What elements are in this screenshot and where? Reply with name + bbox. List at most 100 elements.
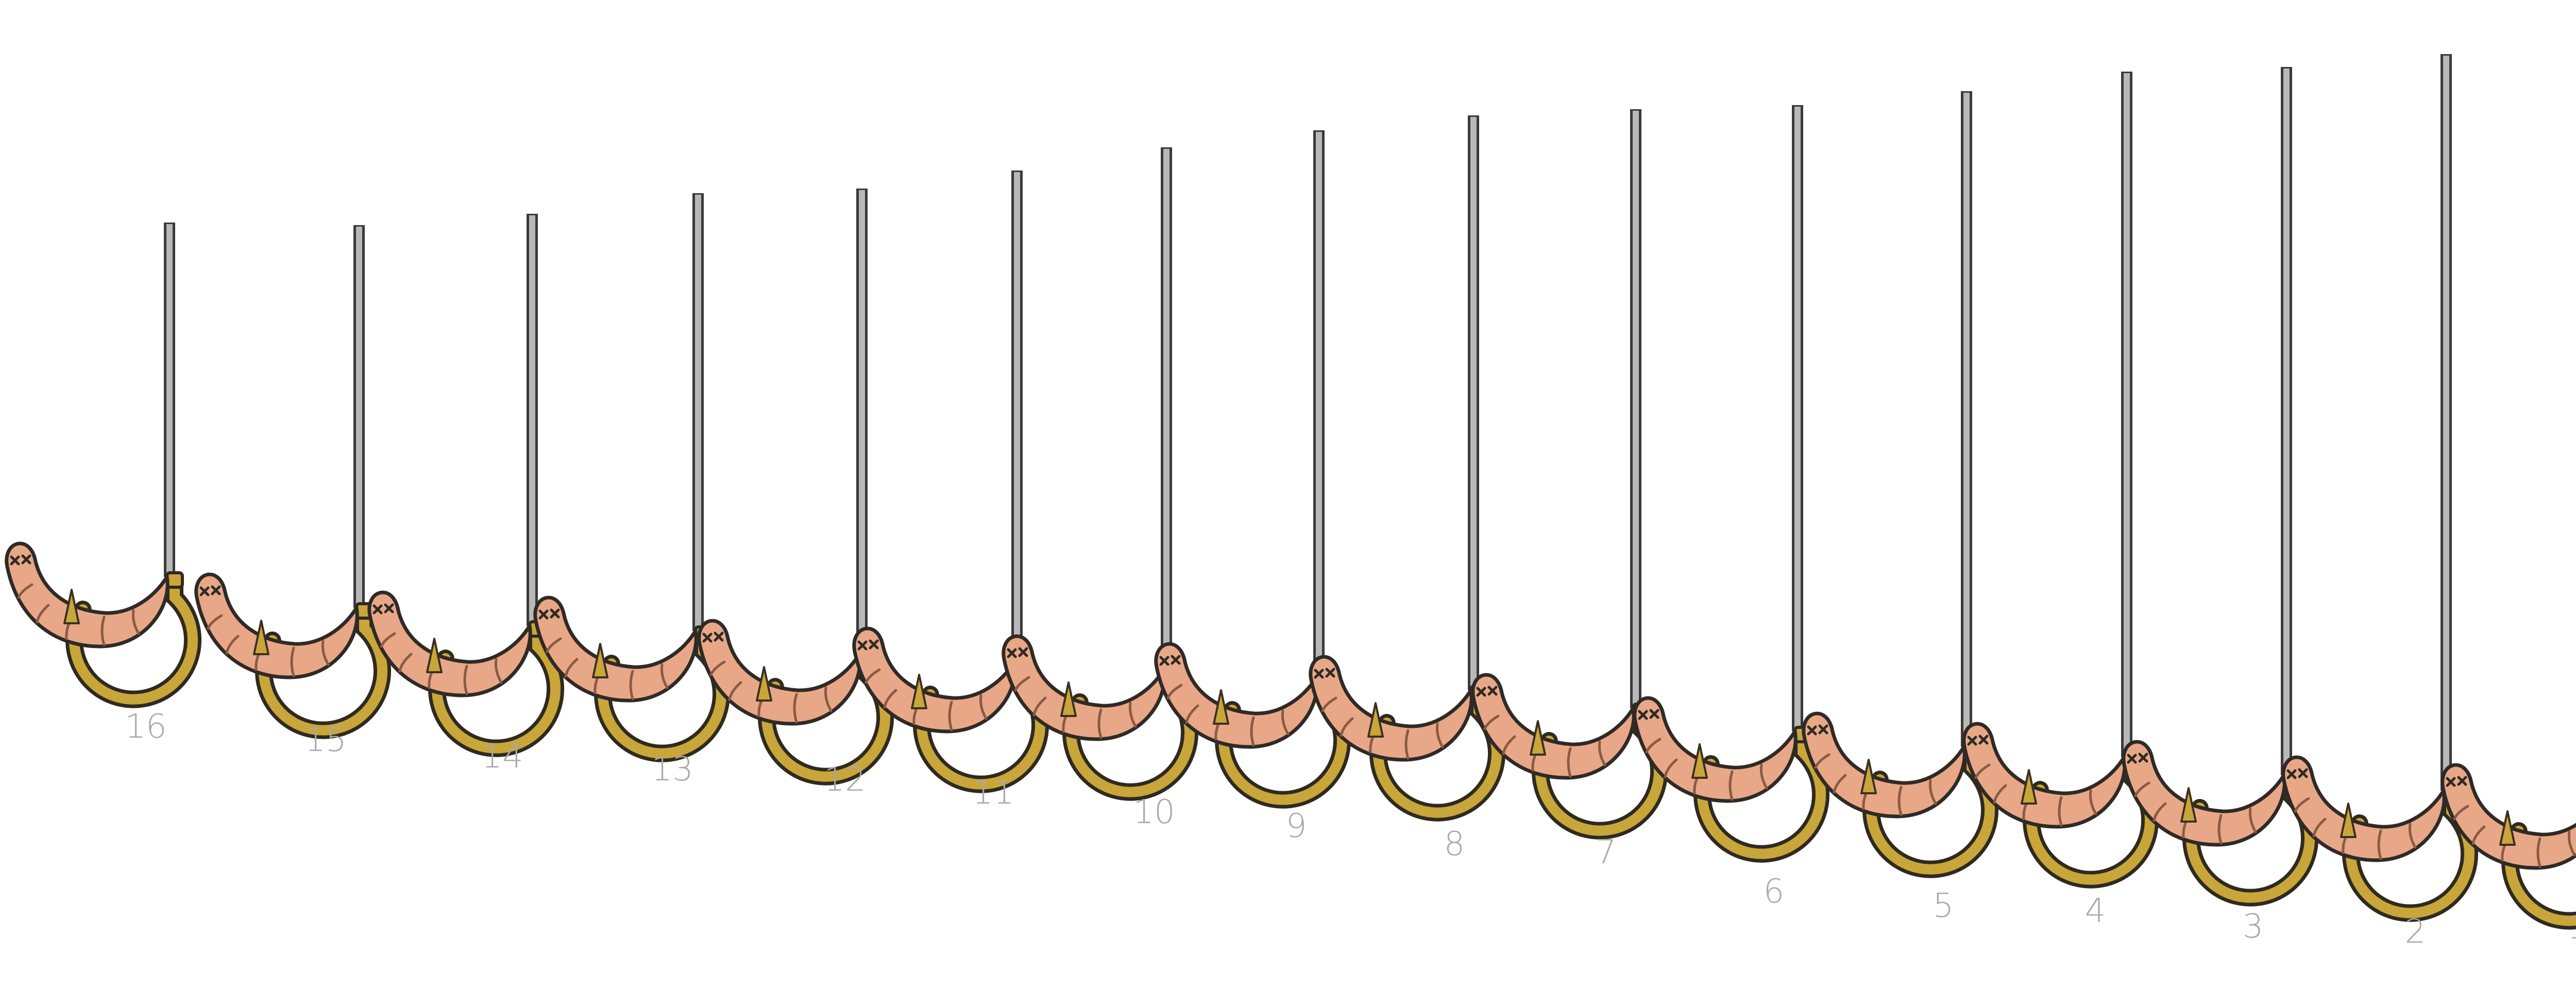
worm-eye	[199, 586, 210, 596]
hook-number-label: 13	[651, 751, 693, 789]
fishing-line-highlight	[1794, 107, 1801, 730]
worm-segment	[2294, 797, 2310, 813]
worm-segment	[495, 658, 503, 684]
worm-eye	[372, 604, 383, 615]
worm-segment	[463, 664, 468, 695]
worm-segment	[398, 653, 413, 673]
worm-segment	[1032, 696, 1047, 717]
worm-segment	[1014, 676, 1030, 692]
worm-eye	[714, 632, 724, 642]
worm-eye	[2127, 754, 2137, 764]
hook-barb	[253, 620, 269, 655]
fishing-line-highlight	[2443, 56, 2449, 789]
hook-14: 14	[367, 214, 565, 776]
worm-segment	[660, 663, 669, 689]
worm-bait	[2122, 740, 2286, 847]
worm-segment	[207, 614, 223, 630]
worm-body	[367, 590, 532, 697]
hook-number-label: 16	[125, 708, 166, 746]
worm-bait	[2281, 755, 2446, 862]
worm-eye	[211, 585, 221, 595]
worm-eye	[1818, 724, 1828, 735]
worm-eye	[702, 633, 713, 643]
fishing-hook-fill	[259, 608, 388, 736]
hook-16: 16	[5, 223, 202, 746]
hook-number-label: 9	[1286, 807, 1307, 845]
worm-bait	[533, 595, 698, 703]
fishing-hook-fill	[432, 626, 561, 754]
worm-segment	[225, 635, 240, 655]
fishing-line-highlight	[529, 215, 535, 624]
worm-bait	[1471, 673, 1636, 780]
hook-barb	[1060, 681, 1077, 717]
worm-eye	[869, 639, 879, 650]
worm-segment	[629, 670, 634, 701]
worm-segment	[979, 694, 988, 720]
hook-barb	[2180, 787, 2197, 823]
worm-bait	[1309, 655, 1473, 762]
hook-number-label: 2	[2405, 913, 2426, 951]
worm-segment	[793, 693, 798, 724]
worm-segment	[132, 609, 140, 635]
worm-body	[1002, 634, 1166, 741]
worm-body	[2281, 755, 2446, 862]
worm-eye	[2286, 769, 2297, 779]
worm-segment	[1250, 716, 1255, 747]
worm-body	[1471, 673, 1636, 780]
worm-body	[2441, 763, 2576, 870]
hook-barb	[426, 638, 443, 673]
fishing-line-highlight	[1163, 149, 1170, 668]
worm-segment	[1993, 784, 2007, 804]
worm-segment	[290, 646, 295, 677]
worm-body	[852, 626, 1017, 734]
fishing-line-highlight	[1470, 117, 1477, 689]
hook-3: 3	[2122, 67, 2319, 946]
worm-segment	[1645, 738, 1662, 754]
worm-eye	[2138, 753, 2148, 763]
worm-segment	[2453, 805, 2469, 821]
worm-segment	[2568, 830, 2576, 857]
worm-body	[1633, 696, 1798, 803]
hook-number-label: 14	[481, 738, 523, 776]
worm-bait	[697, 619, 862, 726]
worm-segment	[321, 640, 330, 666]
fishing-line-highlight	[1633, 111, 1639, 707]
hook-1: 1	[2441, 763, 2576, 947]
worm-bait	[194, 572, 359, 679]
worm-bait	[5, 541, 170, 649]
worm-segment	[100, 616, 106, 646]
worm-bait	[367, 590, 532, 697]
worm-eye	[2457, 776, 2467, 786]
worm-segment	[1833, 774, 1847, 794]
hook-number-label: 1	[2567, 909, 2576, 947]
hook-number-label: 3	[2243, 908, 2264, 946]
hook-barb	[2340, 803, 2357, 838]
worm-eye	[2446, 777, 2456, 787]
worm-segment	[728, 681, 742, 701]
fishing-line-highlight	[2283, 69, 2290, 774]
hook-barb	[1691, 743, 1708, 779]
worm-eye	[1325, 668, 1335, 678]
fishing-line-highlight	[166, 224, 173, 575]
hook-number-label: 4	[2085, 892, 2106, 930]
fishing-line-highlight	[1014, 172, 1020, 660]
worm-segment	[2134, 781, 2150, 797]
fishing-line-highlight	[695, 195, 701, 629]
worm-eye	[1007, 648, 1017, 658]
worm-bait	[1962, 722, 2127, 829]
worm-segment	[2089, 789, 2097, 815]
worm-segment	[17, 583, 33, 599]
worm-segment	[1598, 740, 1606, 766]
worm-bait	[852, 626, 1017, 734]
worm-body	[1154, 642, 1319, 749]
worm-segment	[1567, 747, 1572, 778]
hook-number-label: 10	[1133, 793, 1175, 831]
worm-eye	[1018, 647, 1028, 657]
worm-body	[1802, 711, 1967, 819]
worm-eye	[1171, 655, 1181, 665]
hook-number-label: 6	[1764, 873, 1785, 911]
hook-6: 6	[1633, 105, 1830, 911]
worm-segment	[1814, 753, 1831, 769]
hook-15: 15	[194, 225, 392, 759]
